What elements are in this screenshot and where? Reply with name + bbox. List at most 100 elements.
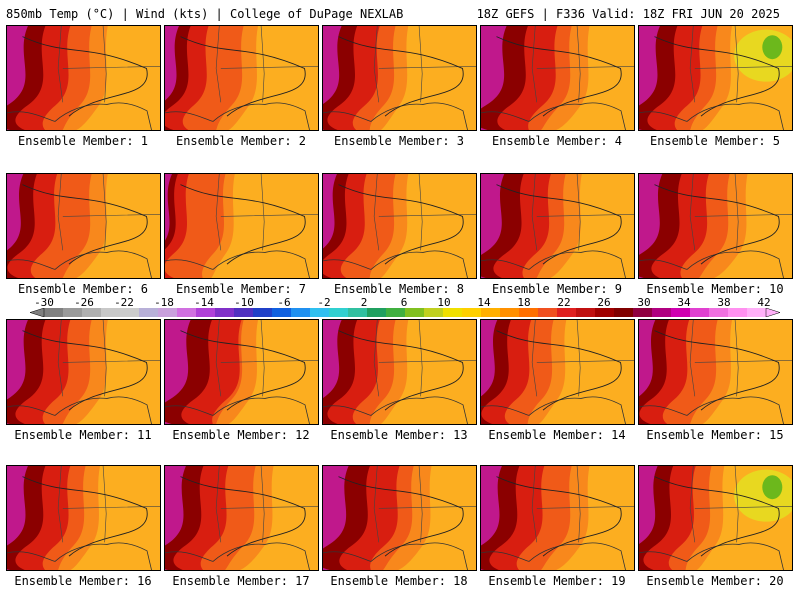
state-borders: [689, 174, 792, 251]
ensemble-member-map: [322, 465, 477, 571]
ensemble-member-label: Ensemble Member: 14: [488, 428, 626, 442]
temperature-map: [481, 466, 634, 570]
coastline: [7, 102, 152, 130]
state-borders: [373, 320, 476, 397]
temperature-band: [323, 466, 349, 570]
temperature-band: [323, 320, 342, 424]
temperature-band: [7, 174, 24, 278]
temperature-map: [165, 320, 318, 424]
colorbar-swatch: [576, 308, 596, 317]
state-borders: [689, 320, 792, 397]
state-borders: [57, 466, 160, 543]
ensemble-member-label: Ensemble Member: 7: [175, 282, 307, 296]
colorbar-swatch: [557, 308, 577, 317]
colorbar-tick-label: 14: [477, 296, 491, 309]
height-contour: [22, 476, 148, 557]
height-contour: [496, 330, 622, 411]
state-borders: [531, 26, 634, 103]
temperature-map: [323, 466, 476, 570]
ensemble-member-label: Ensemble Member: 11: [14, 428, 152, 442]
height-contour: [180, 476, 306, 557]
coastline: [165, 250, 310, 278]
ensemble-member-map: [6, 465, 161, 571]
temperature-map: [7, 466, 160, 570]
colorbar-tick-label: 10: [437, 296, 451, 309]
cool-core: [762, 35, 783, 60]
colorbar-tick-label: 22: [557, 296, 571, 309]
temperature-band: [165, 174, 172, 278]
temperature-map: [323, 174, 476, 278]
colorbar-left-arrow: [30, 308, 45, 317]
state-borders: [373, 466, 476, 543]
colorbar-tick-label: -2: [317, 296, 331, 309]
colorbar-tick-label: -14: [194, 296, 214, 309]
coastline: [165, 542, 310, 570]
ensemble-member-map: [480, 25, 635, 131]
colorbar-tick-label: -18: [154, 296, 174, 309]
colorbar-tick-label: 6: [400, 296, 408, 309]
colorbar-swatch: [367, 308, 387, 317]
colorbar-tick-label: -26: [74, 296, 94, 309]
height-contour: [496, 36, 622, 117]
colorbar-swatch: [709, 308, 729, 317]
state-borders: [373, 174, 476, 251]
ensemble-member-map: [6, 173, 161, 279]
height-contour: [654, 184, 780, 265]
colorbar-swatch: [44, 308, 64, 317]
temperature-band: [639, 320, 656, 424]
state-borders: [531, 320, 634, 397]
coastline: [481, 250, 626, 278]
ensemble-member-label: Ensemble Member: 3: [333, 134, 465, 148]
colorbar-swatch: [196, 308, 216, 317]
colorbar-tick-labels: -30 -26 -22 -18 -14 -10 -6 -2 2 6 10 14 18 22 26 30 34 38…: [0, 296, 800, 309]
colorbar-swatch: [690, 308, 710, 317]
temperature-band: [7, 320, 28, 424]
colorbar-swatch: [652, 308, 672, 317]
ensemble-member-map: [6, 25, 161, 131]
colorbar-right-arrow: [765, 308, 780, 317]
temperature-band: [165, 26, 179, 130]
colorbar-swatch: [671, 308, 691, 317]
temperature-band: [165, 174, 178, 278]
colorbar-swatch: [253, 308, 273, 317]
colorbar-swatch: [177, 308, 197, 317]
ensemble-member-label: Ensemble Member: 16: [14, 574, 152, 588]
ensemble-member-label: Ensemble Member: 6: [17, 282, 149, 296]
state-borders: [531, 174, 634, 251]
ensemble-member-map: [6, 319, 161, 425]
ensemble-member-label: Ensemble Member: 17: [172, 574, 310, 588]
colorbar-swatch: [386, 308, 406, 317]
coastline: [165, 102, 310, 130]
height-contour: [180, 330, 306, 411]
colorbar-swatch: [101, 308, 121, 317]
ensemble-member-label: Ensemble Member: 8: [333, 282, 465, 296]
ensemble-member-map: [638, 319, 793, 425]
temperature-band: [165, 320, 191, 424]
colorbar-swatch: [234, 308, 254, 317]
colorbar-swatch: [215, 308, 235, 317]
state-borders: [215, 320, 318, 397]
ensemble-member-label: Ensemble Member: 4: [491, 134, 623, 148]
colorbar-swatch: [120, 308, 140, 317]
coastline: [7, 250, 152, 278]
ensemble-member-label: Ensemble Member: 18: [330, 574, 468, 588]
ensemble-member-label: Ensemble Member: 2: [175, 134, 307, 148]
ensemble-member-label: Ensemble Member: 13: [330, 428, 468, 442]
height-contour: [338, 476, 464, 557]
colorbar-tick-label: -6: [277, 296, 291, 309]
temperature-map: [323, 320, 476, 424]
temperature-map: [7, 320, 160, 424]
colorbar-swatch: [329, 308, 349, 317]
colorbar-tick-label: 26: [597, 296, 611, 309]
temperature-band: [323, 174, 337, 278]
temperature-band: [7, 466, 28, 570]
colorbar-swatch: [728, 308, 748, 317]
colorbar-swatch: [747, 308, 767, 317]
temperature-map: [639, 26, 792, 130]
colorbar-swatch: [633, 308, 653, 317]
coastline: [481, 542, 626, 570]
temperature-band: [481, 174, 505, 278]
temperature-band: [165, 466, 186, 570]
state-borders: [57, 174, 160, 251]
temperature-map: [481, 174, 634, 278]
